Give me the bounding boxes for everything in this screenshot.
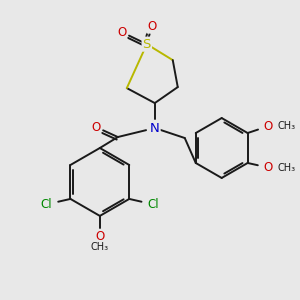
Text: O: O	[117, 26, 127, 39]
Text: O: O	[263, 161, 272, 175]
Text: N: N	[150, 122, 160, 134]
Text: S: S	[142, 38, 151, 51]
Text: CH₃: CH₃	[91, 242, 109, 252]
Text: CH₃: CH₃	[278, 121, 296, 131]
Text: O: O	[263, 119, 272, 133]
Text: Cl: Cl	[41, 198, 52, 212]
Text: Cl: Cl	[147, 198, 159, 212]
Text: O: O	[147, 20, 156, 33]
Text: O: O	[91, 121, 101, 134]
Text: O: O	[95, 230, 104, 243]
Text: CH₃: CH₃	[278, 163, 296, 173]
